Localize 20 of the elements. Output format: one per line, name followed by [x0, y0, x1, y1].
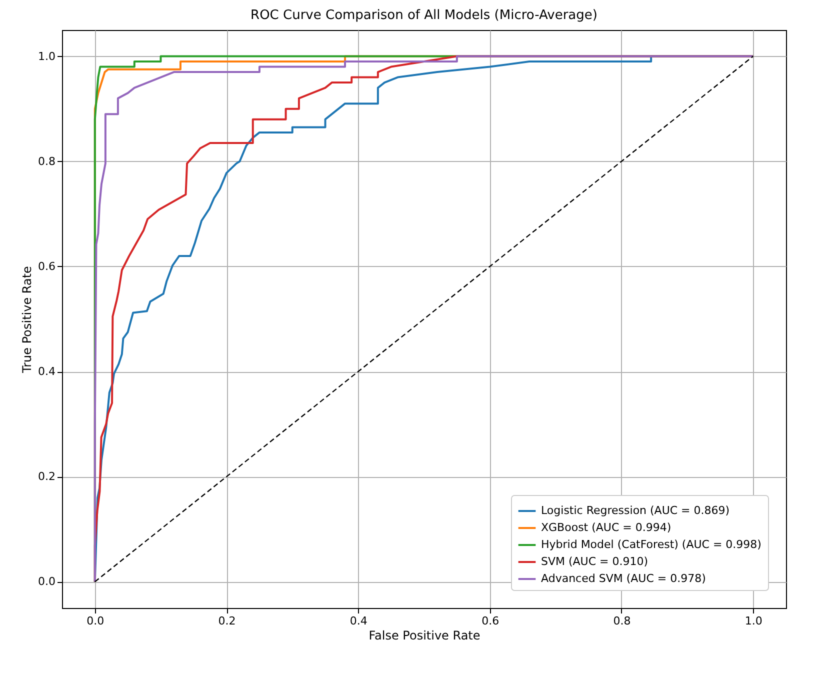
y-tick-label: 0.6 — [38, 260, 56, 273]
legend-label: Logistic Regression (AUC = 0.869) — [541, 504, 730, 517]
y-axis-title: True Positive Rate — [20, 266, 34, 374]
x-tick-label: 0.2 — [218, 614, 236, 628]
y-tick-label: 0.0 — [38, 575, 56, 588]
x-tick-label: 0.0 — [86, 614, 104, 628]
x-tick-label: 0.8 — [613, 614, 631, 628]
legend-label: SVM (AUC = 0.910) — [541, 555, 648, 568]
legend-label: Hybrid Model (CatForest) (AUC = 0.998) — [541, 538, 762, 551]
y-tick-label: 0.4 — [38, 365, 56, 378]
legend-label: XGBoost (AUC = 0.994) — [541, 521, 672, 534]
x-tick-label: 1.0 — [744, 614, 762, 628]
legend-label: Advanced SVM (AUC = 0.978) — [541, 572, 706, 585]
y-tick-label: 0.2 — [38, 470, 56, 484]
y-tick-label: 0.8 — [38, 154, 56, 168]
x-axis-title: False Positive Rate — [368, 628, 480, 642]
chart-title: ROC Curve Comparison of All Models (Micro-Average) — [250, 8, 598, 23]
x-tick-label: 0.6 — [482, 614, 500, 628]
y-tick-label: 1.0 — [38, 50, 56, 63]
x-tick-label: 0.4 — [350, 614, 368, 628]
